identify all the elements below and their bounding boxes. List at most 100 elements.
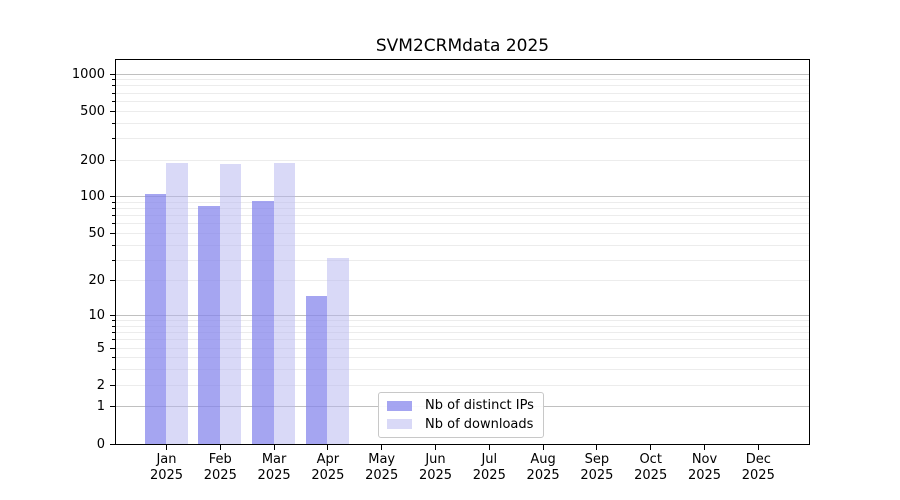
x-tick [757,445,759,450]
x-tick-label: Jun 2025 [418,452,453,483]
bar-downloads-apr [327,258,349,444]
y-tick-label: 1 [96,399,105,415]
plot-area [115,59,810,445]
x-tick [381,445,383,450]
y-minor-tick [112,244,115,246]
y-gridline-minor [116,384,809,386]
y-minor-tick [112,357,115,359]
y-gridline-minor [116,201,809,203]
y-tick [110,347,115,349]
y-gridline-minor [116,215,809,217]
y-gridline-minor [116,92,809,94]
y-minor-tick [112,369,115,371]
y-minor-tick [112,137,115,139]
x-tick [435,445,436,450]
x-tick [488,445,490,450]
y-minor-tick [112,122,115,124]
x-tick [219,445,221,450]
y-gridline-minor [116,208,809,210]
y-tick-label: 10 [88,308,105,324]
y-gridline-minor [116,244,809,246]
y-gridline-minor [116,325,809,327]
x-tick-label: Jan 2025 [149,452,184,483]
y-gridline-minor [116,85,809,87]
legend-item-downloads: Nb of downloads [387,417,535,432]
legend-label-distinct-ips: Nb of distinct IPs [425,398,534,414]
y-tick [110,110,115,112]
bar-downloads-feb [219,164,242,444]
x-tick-label: Nov 2025 [687,452,722,483]
y-tick-label: 5 [96,340,105,356]
legend-item-distinct-ips: Nb of distinct IPs [387,398,535,413]
y-tick [110,406,115,408]
y-tick [110,280,115,282]
y-tick [110,159,115,161]
y-tick-label: 500 [80,103,105,119]
y-gridline-minor [116,122,809,124]
x-tick-label: Apr 2025 [311,452,345,483]
y-tick-label: 50 [88,225,105,241]
x-tick-label: Jul 2025 [472,452,506,483]
y-tick [110,73,115,75]
y-tick-label: 0 [96,436,105,452]
y-tick-label: 200 [80,152,105,168]
legend-label-downloads: Nb of downloads [425,416,534,432]
y-minor-tick [112,223,115,225]
x-tick-label: May 2025 [365,452,399,483]
y-gridline-major [116,315,809,317]
x-tick-label: Dec 2025 [741,452,775,483]
y-minor-tick [112,201,115,203]
x-tick [327,445,329,450]
y-gridline-minor [116,357,809,359]
y-gridline-minor [116,339,809,341]
x-tick-label: Oct 2025 [634,452,668,483]
bar-ips-mar [252,201,274,444]
y-gridline-minor [116,347,809,349]
y-gridline-minor [116,79,809,81]
y-gridline-minor [116,280,809,282]
y-gridline-minor [116,223,809,225]
y-gridline-minor [116,159,809,161]
legend-swatch-downloads [387,419,412,430]
y-tick-label: 1000 [71,66,105,82]
y-tick [110,232,115,234]
bar-downloads-jan [166,162,188,444]
x-tick [166,445,167,450]
y-tick-label: 20 [88,273,105,289]
y-gridline-minor [116,320,809,322]
y-minor-tick [112,320,115,322]
y-tick-label: 2 [96,377,105,393]
x-tick [596,445,598,450]
y-minor-tick [112,208,115,210]
y-minor-tick [112,259,115,261]
y-gridline-minor [116,369,809,371]
y-minor-tick [112,79,115,81]
y-gridline-minor [116,110,809,112]
y-tick-label: 100 [80,189,105,205]
chart-title: SVM2CRMdata 2025 [375,36,550,56]
legend: Nb of distinct IPs Nb of downloads [378,392,544,438]
bar-downloads-mar [273,162,296,444]
x-tick [273,445,275,450]
y-gridline-minor [116,137,809,139]
y-minor-tick [112,92,115,94]
y-gridline-minor [116,100,809,102]
y-minor-tick [112,85,115,87]
legend-swatch-distinct-ips [387,400,412,411]
y-gridline-minor [116,232,809,234]
x-tick-label: Aug 2025 [526,452,560,483]
bar-ips-jan [144,194,166,444]
y-tick [110,384,115,386]
y-minor-tick [112,215,115,217]
y-tick [110,443,115,445]
x-tick-label: Sep 2025 [580,452,614,483]
y-gridline-major [116,196,809,198]
x-tick-label: Feb 2025 [203,452,237,483]
x-tick [542,445,544,450]
y-gridline-major [116,73,809,75]
y-minor-tick [112,100,115,102]
y-minor-tick [112,325,115,327]
y-tick [110,196,115,198]
x-tick-label: Mar 2025 [257,452,291,483]
